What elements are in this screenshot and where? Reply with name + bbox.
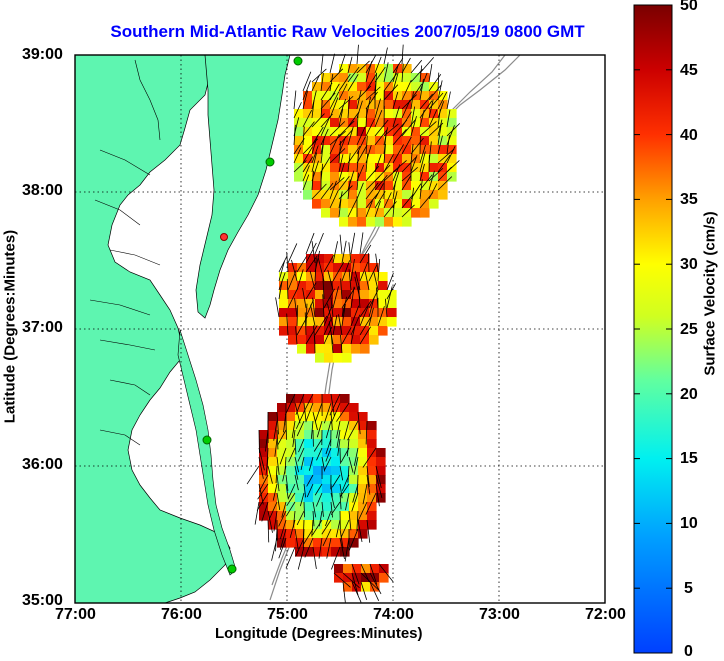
station-marker (221, 234, 228, 241)
colorbar-tick-label: 25 (680, 321, 698, 339)
y-tick-label: 39:00 (22, 46, 63, 64)
colorbar-tick-label: 40 (680, 127, 698, 145)
y-tick-label: 38:00 (22, 182, 63, 200)
colorbar-tick-label: 10 (680, 515, 698, 533)
y-tick-label: 36:00 (22, 456, 63, 474)
station-marker (294, 57, 302, 65)
colorbar-tick-label: 15 (680, 450, 698, 468)
station-marker (266, 158, 274, 166)
colorbar-tick-label: 30 (680, 256, 698, 274)
x-tick-label: 73:00 (479, 606, 520, 624)
x-tick-label: 76:00 (161, 606, 202, 624)
colorbar-tick-label: 5 (684, 580, 693, 598)
y-axis-label: Latitude (Degrees:Minutes) (2, 217, 19, 437)
station-marker (203, 436, 211, 444)
colorbar-tick-label: 45 (680, 62, 698, 80)
colorbar-tick-label: 20 (680, 386, 698, 404)
x-tick-label: 75:00 (267, 606, 308, 624)
y-tick-label: 35:00 (22, 592, 63, 610)
delmarva-peninsula (196, 55, 290, 318)
y-tick-label: 37:00 (22, 319, 63, 337)
colorbar-tick-label: 35 (680, 191, 698, 209)
colorbar-tick-label: 0 (684, 643, 693, 661)
colorbar-tick-label: 50 (680, 0, 698, 15)
x-axis-label: Longitude (Degrees:Minutes) (215, 625, 423, 642)
x-tick-label: 74:00 (373, 606, 414, 624)
x-tick-label: 72:00 (585, 606, 626, 624)
colorbar-label: Surface Velocity (cm/s) (702, 184, 719, 404)
station-marker (228, 565, 236, 573)
